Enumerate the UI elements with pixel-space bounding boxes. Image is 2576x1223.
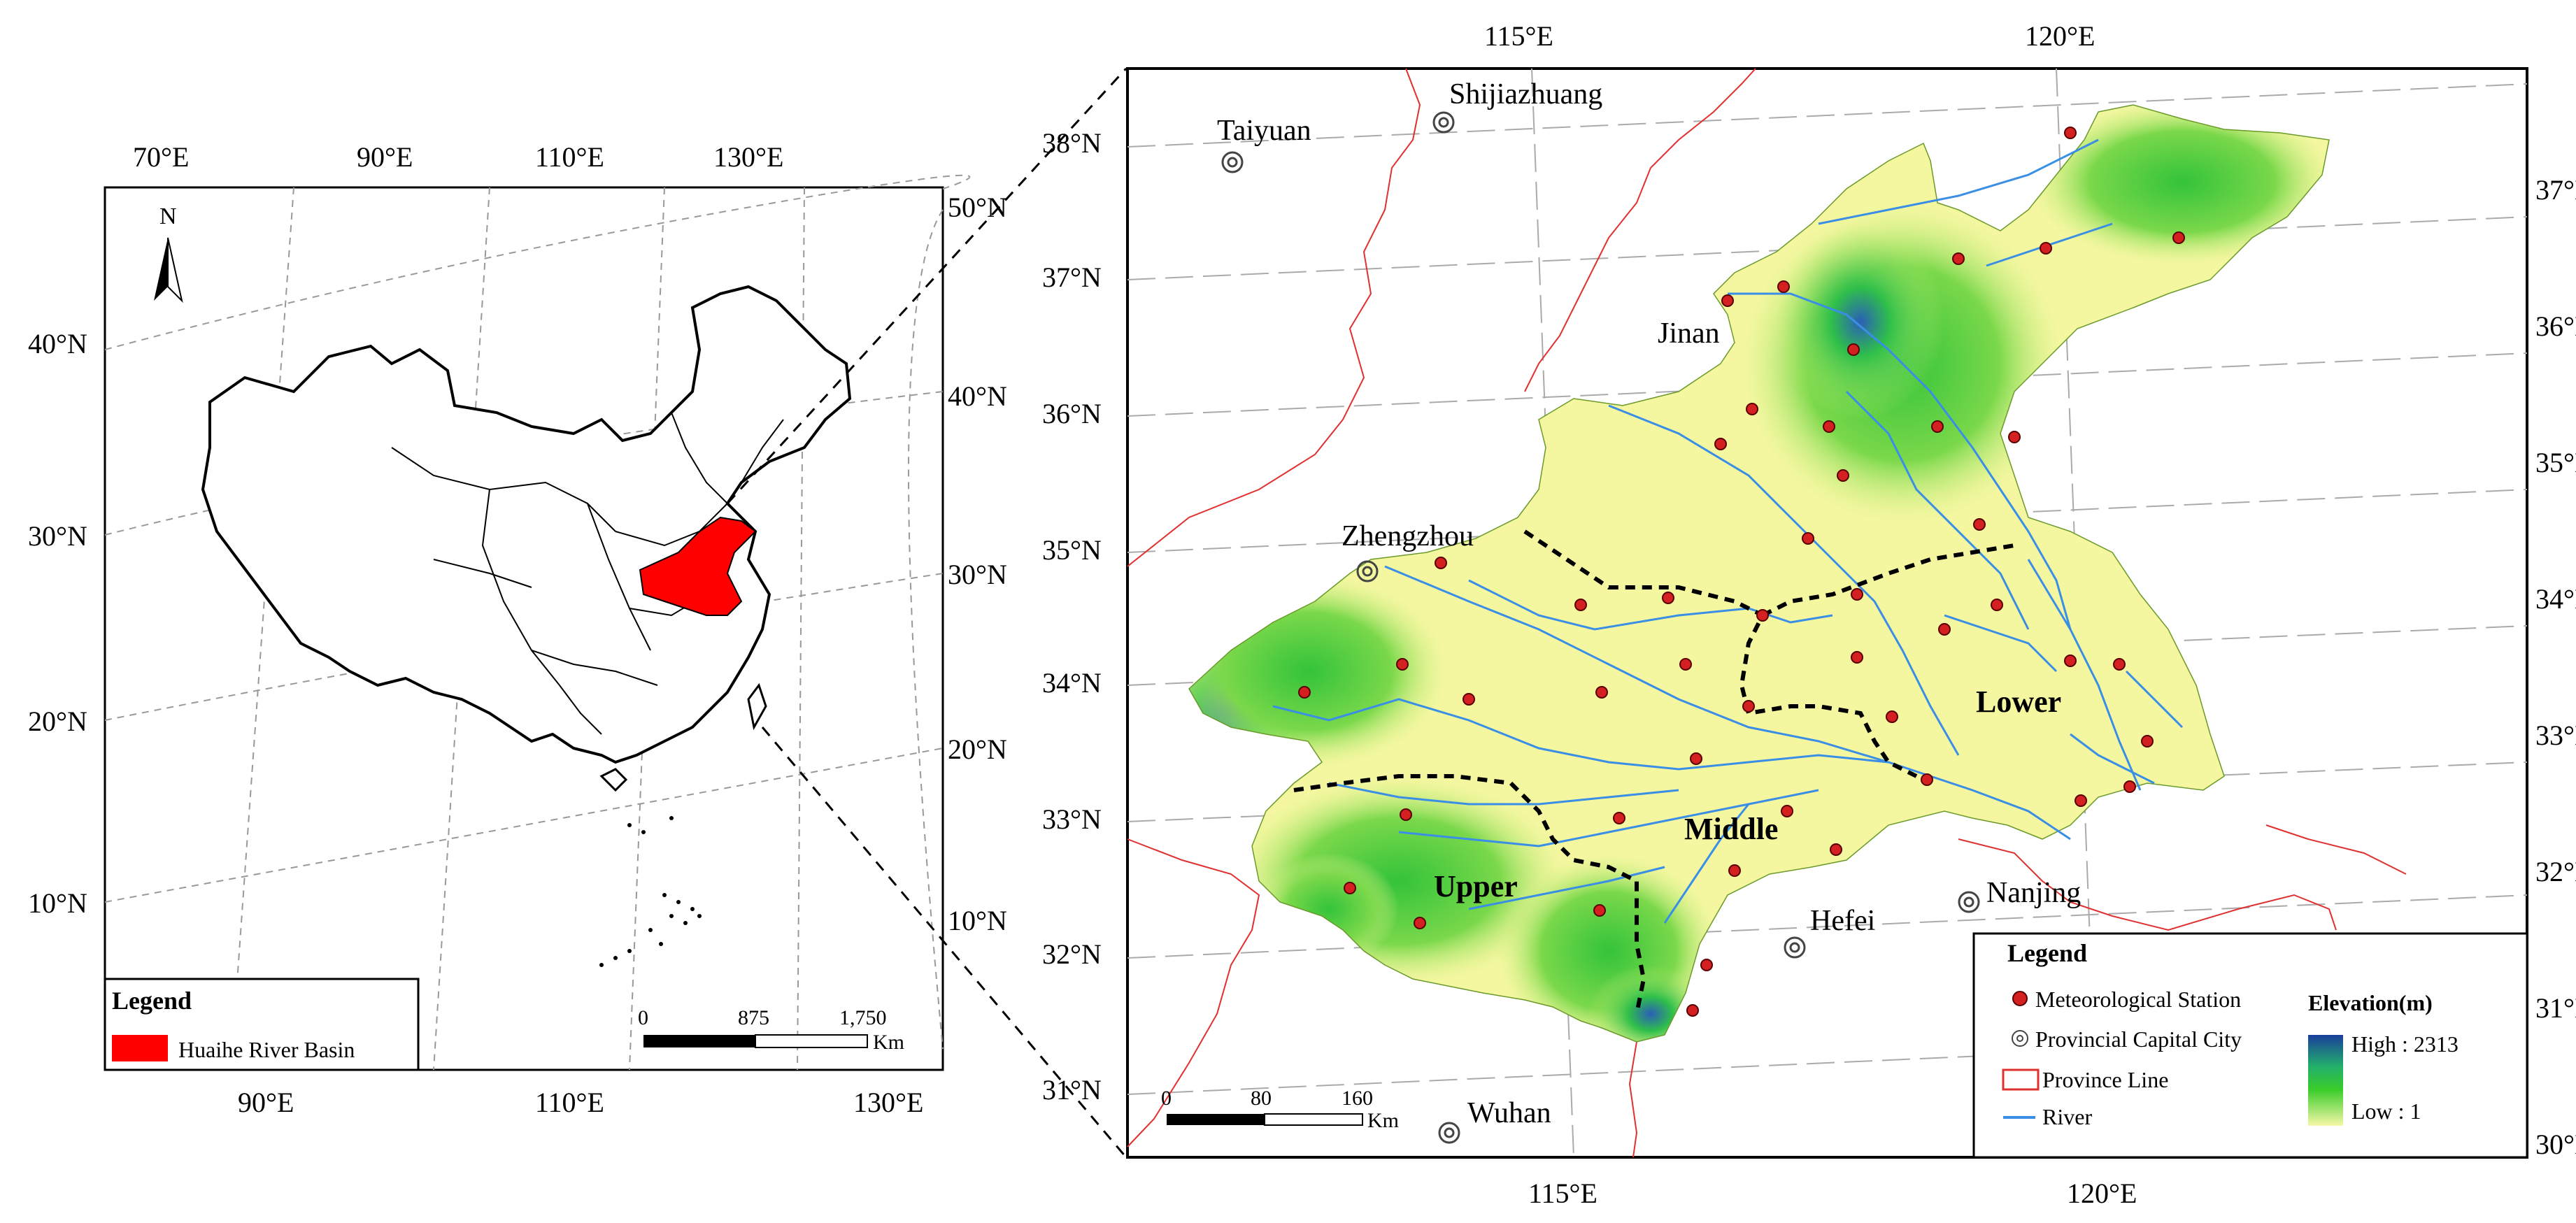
huaihe-basin-fill [639, 516, 757, 616]
overview-lat-left-3: 10°N [28, 887, 87, 919]
detail-scale-tick-0: 0 [1161, 1087, 1172, 1110]
detail-lon-bottom-1: 120°E [2067, 1178, 2137, 1209]
provincial-capitals [1221, 111, 1980, 1144]
detail-lat-left-6: 32°N [1042, 938, 1102, 970]
city-label-hefei: Hefei [1810, 905, 1875, 937]
detail-lat-right-2: 35°N [2535, 447, 2576, 478]
detail-lat-left-0: 38°N [1042, 127, 1102, 159]
station-legend-label: Meteorological Station [2035, 987, 2241, 1012]
detail-scale-unit: Km [1367, 1109, 1399, 1132]
city-label-shijiazhuang: Shijiazhuang [1449, 78, 1602, 110]
detail-lon-bottom-0: 115°E [1528, 1178, 1597, 1209]
elevation-color-ramp [2308, 1035, 2343, 1126]
detail-lat-left-4: 34°N [1042, 667, 1102, 699]
capital-legend-symbol [2012, 1030, 2028, 1047]
north-label: N [159, 203, 177, 229]
detail-lat-right-1: 36°N [2535, 310, 2576, 342]
overview-lat-right-3: 20°N [948, 734, 1007, 765]
overview-lat-right-2: 30°N [948, 559, 1007, 590]
overview-scale-unit: Km [873, 1031, 904, 1054]
overview-lon-top-2: 110°E [535, 141, 604, 173]
detail-lon-top-0: 115°E [1484, 20, 1553, 52]
detail-lat-left-2: 36°N [1042, 398, 1102, 429]
overview-scale-bar: 0 875 1,750 Km [638, 1006, 904, 1054]
detail-lat-left-3: 35°N [1042, 534, 1102, 566]
overview-lat-right-4: 10°N [948, 905, 1007, 936]
detail-lat-right-4: 33°N [2535, 720, 2576, 751]
taiwan-island [747, 682, 767, 731]
overview-lat-left-1: 30°N [28, 520, 87, 552]
basin-legend-label: Huaihe River Basin [178, 1037, 355, 1062]
region-label-middle: Middle [1684, 812, 1778, 846]
overview-lat-left-0: 40°N [28, 328, 87, 359]
detail-lat-left-1: 37°N [1042, 262, 1102, 293]
detail-legend-title: Legend [2007, 939, 2087, 967]
detail-scale-bar: 0 80 160 Km [1161, 1087, 1399, 1132]
elevation-low-label: Low : 1 [2351, 1099, 2421, 1124]
reach-boundaries [1293, 529, 2015, 1015]
detail-scale-tick-1: 80 [1251, 1087, 1272, 1110]
basin-detail-map: Taiyuan Shijiazhuang Jinan Zhengzhou Hef… [1042, 20, 2576, 1209]
detail-lat-right-3: 34°N [2535, 583, 2576, 615]
overview-lon-top-1: 90°E [357, 141, 413, 173]
city-label-taiyuan: Taiyuan [1217, 115, 1311, 147]
north-arrow: N [154, 203, 183, 303]
overview-lat-right-0: 50°N [948, 192, 1007, 223]
detail-lat-left-7: 31°N [1042, 1074, 1102, 1106]
overview-lat-right-1: 40°N [948, 380, 1007, 412]
overview-lon-top-0: 70°E [133, 141, 189, 173]
overview-scale-tick-1: 875 [738, 1006, 769, 1029]
city-label-nanjing: Nanjing [1986, 877, 2081, 909]
elevation-high-label: High : 2313 [2351, 1031, 2458, 1057]
overview-lon-bottom-0: 90°E [238, 1087, 294, 1118]
province-legend-label: Province Line [2042, 1067, 2168, 1092]
overview-map: N 70°E 90°E 110°E 130°E 90°E 110°E 130°E… [28, 141, 1007, 1118]
elevation-legend-title: Elevation(m) [2308, 990, 2433, 1015]
basin-legend-swatch [112, 1035, 168, 1061]
detail-lat-right-0: 37°N [2535, 174, 2576, 206]
city-label-wuhan: Wuhan [1467, 1097, 1551, 1129]
detail-lat-right-6: 31°N [2535, 992, 2576, 1024]
detail-scale-tick-2: 160 [1342, 1087, 1373, 1110]
overview-lat-left-2: 20°N [28, 706, 87, 737]
overview-lon-bottom-1: 110°E [535, 1087, 604, 1118]
detail-lon-top-1: 120°E [2025, 20, 2095, 52]
detail-lat-right-5: 32°N [2535, 856, 2576, 887]
city-label-jinan: Jinan [1658, 317, 1720, 350]
overview-scale-tick-0: 0 [638, 1006, 648, 1029]
detail-legend: Legend Meteorological Station Provincial… [1972, 932, 2528, 1159]
capital-legend-label: Provincial Capital City [2035, 1027, 2242, 1052]
hainan-island [599, 768, 628, 792]
city-label-zhengzhou: Zhengzhou [1342, 520, 1474, 552]
station-legend-symbol [2012, 991, 2028, 1006]
detail-lat-right-7: 30°N [2535, 1129, 2576, 1160]
river-legend-label: River [2042, 1104, 2092, 1129]
meteorological-stations [1298, 127, 2185, 1017]
overview-lon-top-3: 130°E [713, 141, 783, 173]
zoom-connector-lines [726, 67, 1127, 1158]
region-label-lower: Lower [1976, 685, 2061, 719]
province-legend-symbol [2002, 1068, 2040, 1091]
overview-scale-tick-2: 1,750 [839, 1006, 887, 1029]
region-label-upper: Upper [1434, 869, 1518, 903]
overview-legend: Legend Huaihe River Basin [104, 978, 420, 1071]
overview-legend-title: Legend [112, 987, 192, 1015]
detail-lat-left-5: 33°N [1042, 803, 1102, 835]
south-china-sea-islands [599, 816, 702, 967]
overview-lon-bottom-2: 130°E [853, 1087, 923, 1118]
